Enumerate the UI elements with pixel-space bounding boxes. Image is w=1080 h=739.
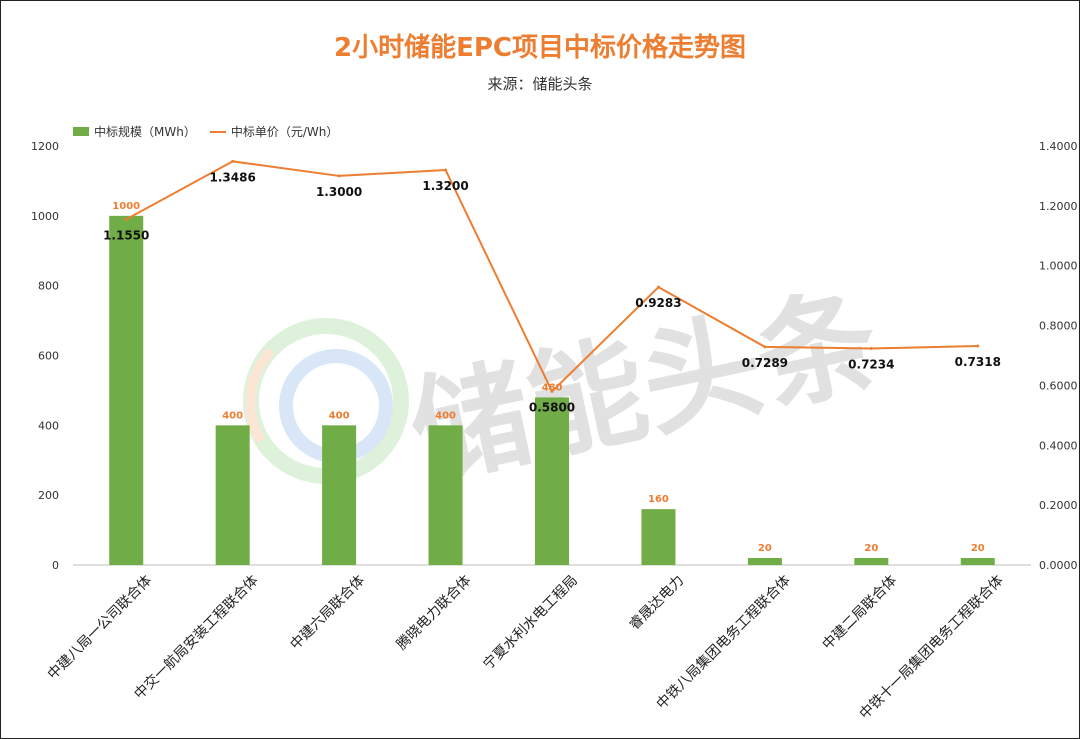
bar-data-label: 20 xyxy=(971,543,985,554)
x-category-label: 睿晟达电力 xyxy=(626,573,687,634)
x-category-label: 宁夏水利水电工程局 xyxy=(480,572,581,673)
bar-data-label: 400 xyxy=(329,410,350,421)
x-category-label: 中建二局联合体 xyxy=(820,573,901,654)
price-data-label: 1.1550 xyxy=(103,228,149,242)
price-point xyxy=(656,285,660,289)
bar xyxy=(215,425,250,565)
x-category-label: 中建六局联合体 xyxy=(287,573,368,654)
y-left-tick-label: 600 xyxy=(38,350,59,363)
bar xyxy=(854,558,889,565)
price-point xyxy=(444,168,448,172)
price-point xyxy=(124,217,128,221)
y-right-tick-label: 1.2000 xyxy=(1039,200,1078,213)
price-point xyxy=(337,174,341,178)
bar-data-label: 1000 xyxy=(112,201,140,212)
legend-label-bar: 中标规模（MWh） xyxy=(94,125,196,139)
y-right-tick-label: 0.8000 xyxy=(1039,320,1078,333)
y-left-tick-label: 800 xyxy=(38,280,59,293)
bar xyxy=(747,558,782,565)
price-point xyxy=(869,346,873,350)
bar xyxy=(535,397,569,565)
y-right-tick-label: 0.0000 xyxy=(1039,559,1078,572)
x-category-label: 中交一航局安装工程联合体 xyxy=(131,572,262,703)
price-point xyxy=(550,389,554,393)
y-right-tick-label: 1.0000 xyxy=(1039,260,1078,273)
legend: 中标规模（MWh） 中标单价（元/Wh） xyxy=(73,123,352,140)
x-category-label: 腾晓电力联合体 xyxy=(393,572,474,653)
price-point xyxy=(763,345,767,349)
bar-data-label: 20 xyxy=(864,543,878,554)
chart-title: 2小时储能EPC项目中标价格走势图 xyxy=(334,33,746,63)
y-left-tick-label: 0 xyxy=(52,559,59,572)
legend-label-line: 中标单价（元/Wh） xyxy=(230,125,339,139)
y-right-tick-label: 0.4000 xyxy=(1039,439,1078,452)
bar xyxy=(428,425,463,565)
legend-item-bar: 中标规模（MWh） xyxy=(73,123,196,140)
price-data-label: 0.5800 xyxy=(529,400,575,414)
price-data-label: 0.7318 xyxy=(955,355,1001,369)
y-right-tick-label: 1.4000 xyxy=(1039,140,1078,153)
y-left-tick-label: 1000 xyxy=(31,210,59,223)
bar xyxy=(641,509,676,565)
price-data-label: 0.7234 xyxy=(848,357,894,371)
bar-data-label: 400 xyxy=(222,410,243,421)
price-data-label: 1.3000 xyxy=(316,185,362,199)
price-data-label: 0.7289 xyxy=(742,356,788,370)
price-data-label: 1.3200 xyxy=(422,179,468,193)
price-point xyxy=(976,344,980,348)
y-left-tick-label: 200 xyxy=(38,489,59,502)
bar-data-label: 160 xyxy=(648,494,669,505)
y-right-tick-label: 0.6000 xyxy=(1039,379,1078,392)
bar-data-label: 480 xyxy=(542,382,563,393)
legend-item-line: 中标单价（元/Wh） xyxy=(209,123,339,140)
price-data-label: 0.9283 xyxy=(635,296,681,310)
chart-subtitle: 来源：储能头条 xyxy=(487,75,593,93)
bar-data-label: 20 xyxy=(758,543,772,554)
bar xyxy=(322,425,357,565)
y-right-tick-label: 0.2000 xyxy=(1039,499,1078,512)
price-point xyxy=(231,159,235,163)
bar xyxy=(960,558,995,565)
x-category-label: 中建八局一公司联合体 xyxy=(45,573,155,683)
legend-swatch-line xyxy=(209,130,226,133)
bar xyxy=(109,215,144,566)
price-data-label: 1.3486 xyxy=(210,170,256,184)
legend-swatch-bar xyxy=(73,127,89,136)
y-left-tick-label: 400 xyxy=(38,419,59,432)
bar-data-label: 400 xyxy=(435,410,456,421)
y-left-tick-label: 1200 xyxy=(31,140,59,153)
